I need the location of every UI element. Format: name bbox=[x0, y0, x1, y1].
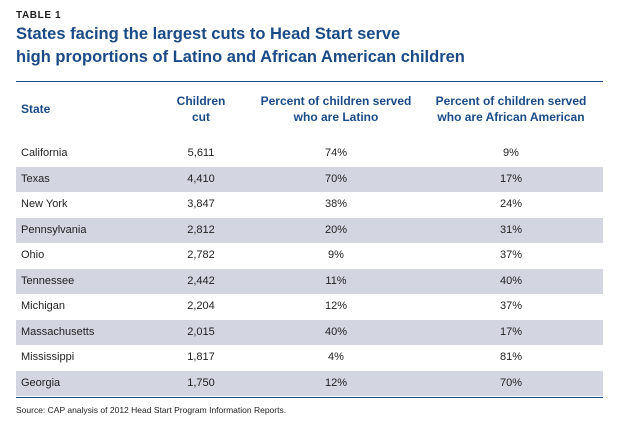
header-children-line-2: cut bbox=[192, 110, 210, 124]
table-row: Georgia 1,750 12% 70% bbox=[16, 370, 603, 396]
cell-state: Mississippi bbox=[21, 351, 75, 363]
bottom-rule bbox=[16, 397, 603, 398]
header-children-line-1: Children bbox=[176, 94, 226, 108]
cell-state: Georgia bbox=[21, 376, 61, 389]
cell-african-american: 17% bbox=[499, 325, 523, 338]
cell-state: Massachusetts bbox=[21, 325, 95, 338]
cell-latino: 74% bbox=[324, 147, 348, 159]
table-row: Ohio 2,782 9% 37% bbox=[16, 243, 603, 269]
table-label: TABLE 1 bbox=[16, 10, 62, 21]
table-row: Tennessee 2,442 11% 40% bbox=[16, 268, 603, 294]
cell-latino: 38% bbox=[324, 198, 348, 210]
cell-african-american: 40% bbox=[499, 274, 523, 287]
header-state-line-1: State bbox=[21, 102, 51, 116]
header-state: State bbox=[21, 101, 50, 117]
table-body: California 5,611 74% 9% Texas 4,410 70% … bbox=[16, 141, 603, 396]
table-title: States facing the largest cuts to Head S… bbox=[16, 23, 596, 69]
cell-children-cut: 1,750 bbox=[187, 376, 215, 389]
cell-african-american: 37% bbox=[499, 249, 523, 261]
header-percent-latino: Percent of children served who are Latin… bbox=[256, 93, 416, 125]
cell-state: California bbox=[21, 147, 68, 159]
header-african-line-1: Percent of children served bbox=[435, 94, 587, 108]
cell-children-cut: 4,410 bbox=[187, 172, 215, 185]
cell-latino: 4% bbox=[328, 351, 344, 363]
header-percent-african-american: Percent of children served who are Afric… bbox=[426, 93, 596, 125]
table-row: Massachusetts 2,015 40% 17% bbox=[16, 319, 603, 345]
cell-state: Michigan bbox=[21, 300, 66, 312]
cell-latino: 9% bbox=[328, 249, 344, 261]
title-line-2: high proportions of Latino and African A… bbox=[16, 48, 465, 66]
cell-latino: 70% bbox=[324, 172, 348, 185]
title-line-1: States facing the largest cuts to Head S… bbox=[16, 25, 401, 43]
cell-latino: 12% bbox=[324, 376, 348, 389]
cell-children-cut: 5,611 bbox=[187, 147, 215, 159]
header-latino-line-1: Percent of children served bbox=[260, 94, 412, 108]
table-row: Pennsylvania 2,812 20% 31% bbox=[16, 217, 603, 243]
cell-children-cut: 2,204 bbox=[187, 300, 215, 312]
header-latino-line-2: who are Latino bbox=[293, 110, 379, 124]
table-row: California 5,611 74% 9% bbox=[16, 141, 603, 167]
header-children-cut: Children cut bbox=[152, 93, 250, 125]
table-row: New York 3,847 38% 24% bbox=[16, 192, 603, 218]
cell-children-cut: 3,847 bbox=[187, 198, 215, 210]
cell-children-cut: 1,817 bbox=[187, 351, 215, 363]
cell-african-american: 37% bbox=[499, 300, 523, 312]
table-row: Michigan 2,204 12% 37% bbox=[16, 294, 603, 320]
cell-state: New York bbox=[21, 198, 68, 210]
cell-african-american: 70% bbox=[499, 376, 523, 389]
table-row: Texas 4,410 70% 17% bbox=[16, 166, 603, 192]
cell-latino: 12% bbox=[324, 300, 348, 312]
cell-children-cut: 2,812 bbox=[187, 223, 215, 236]
table-row: Mississippi 1,817 4% 81% bbox=[16, 345, 603, 371]
header-african-line-2: who are African American bbox=[437, 110, 585, 124]
cell-african-american: 31% bbox=[499, 223, 523, 236]
cell-state: Ohio bbox=[21, 249, 45, 261]
cell-african-american: 81% bbox=[499, 351, 523, 363]
cell-state: Tennessee bbox=[21, 274, 75, 287]
cell-african-american: 17% bbox=[499, 172, 523, 185]
cell-state: Pennsylvania bbox=[21, 223, 87, 236]
cell-latino: 11% bbox=[325, 274, 347, 287]
top-rule bbox=[16, 81, 603, 82]
cell-children-cut: 2,015 bbox=[187, 325, 215, 338]
cell-latino: 20% bbox=[324, 223, 348, 236]
cell-latino: 40% bbox=[324, 325, 348, 338]
cell-african-american: 24% bbox=[499, 198, 523, 210]
cell-children-cut: 2,442 bbox=[187, 274, 215, 287]
table-header: State Children cut Percent of children s… bbox=[16, 83, 603, 140]
source-note: Source: CAP analysis of 2012 Head Start … bbox=[16, 405, 287, 415]
cell-state: Texas bbox=[21, 172, 50, 185]
cell-children-cut: 2,782 bbox=[187, 249, 215, 261]
cell-african-american: 9% bbox=[503, 147, 519, 159]
